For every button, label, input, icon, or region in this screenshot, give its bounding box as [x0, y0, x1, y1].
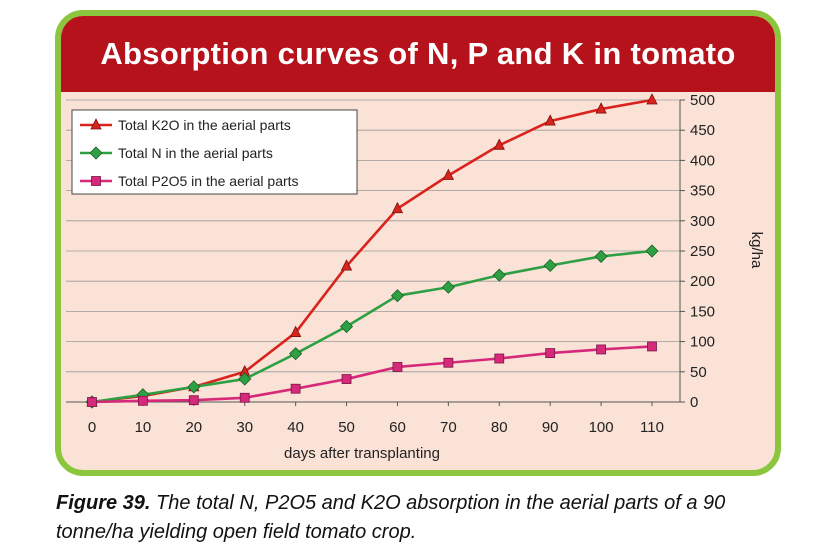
legend: Total K2O in the aerial parts Total N in …	[71, 109, 358, 195]
data-point-s1-x90	[543, 258, 557, 273]
data-point-s2-x10	[138, 395, 148, 406]
data-point-s0-x90	[544, 114, 556, 126]
data-point-s0-x80	[493, 138, 505, 150]
data-point-s0-x50	[340, 259, 353, 271]
y-tick-label-150: 150	[690, 303, 715, 320]
data-point-s2-x0	[87, 397, 97, 407]
x-tick-label-40: 40	[287, 419, 304, 436]
data-point-s2-x110	[647, 341, 657, 352]
data-point-s0-x110	[646, 93, 658, 105]
data-point-s2-x50	[341, 374, 352, 384]
axis-layer: 0 50 100 150 200 250 300 350 400 450 500 0 10 20 30 40 5…	[66, 92, 715, 436]
x-tick-label-60: 60	[389, 419, 406, 436]
data-point-s1-x70	[441, 280, 455, 294]
x-tick-label-50: 50	[338, 419, 355, 436]
data-point-s2-x20	[188, 395, 199, 406]
data-point-s2-x70	[443, 357, 454, 368]
data-point-s0-x40	[289, 325, 302, 337]
data-point-s1-x50	[339, 319, 354, 334]
legend-box	[71, 109, 358, 195]
y-tick-label-0: 0	[690, 394, 698, 411]
data-point-s0-x70	[442, 168, 455, 180]
data-point-s0-x60	[391, 201, 404, 214]
legend-swatch-marker-2	[91, 176, 101, 186]
chart-frame: Absorption curves of N, P and K in tomat…	[55, 10, 781, 476]
legend-entry-2: Total P2O5 in the aerial parts	[118, 173, 299, 189]
series-line-2	[91, 345, 653, 404]
data-point-s1-x60	[390, 289, 405, 303]
y-tick-label-450: 450	[690, 122, 715, 139]
series-layer	[85, 93, 659, 409]
x-tick-label-100: 100	[589, 419, 614, 436]
x-tick-label-70: 70	[440, 419, 457, 436]
legend-entry-1: Total N in the aerial parts	[118, 145, 273, 161]
x-tick-label-0: 0	[88, 419, 96, 436]
x-tick-label-30: 30	[236, 419, 253, 436]
chart-title: Absorption curves of N, P and K in tomat…	[61, 16, 775, 92]
x-tick-label-20: 20	[185, 419, 202, 436]
data-point-s2-x60	[392, 362, 403, 372]
x-tick-label-90: 90	[542, 419, 559, 436]
data-point-s1-x20	[187, 380, 201, 394]
x-tick-label-80: 80	[491, 419, 508, 436]
x-tick-label-10: 10	[135, 419, 152, 436]
legend-swatch-marker-0	[90, 118, 102, 130]
data-point-s1-x100	[594, 249, 608, 264]
data-point-s2-x90	[545, 348, 556, 358]
figure-caption: Figure 39. The total N, P2O5 and K2O abs…	[56, 489, 786, 547]
caption-label: Figure 39.	[56, 492, 151, 514]
y-tick-label-300: 300	[690, 213, 715, 230]
data-point-s1-x40	[289, 347, 303, 361]
y-tick-label-350: 350	[690, 183, 715, 200]
legend-swatch-marker-1	[89, 146, 103, 160]
x-tick-label-110: 110	[640, 419, 664, 436]
caption-text: The total N, P2O5 and K2O absorption in …	[56, 492, 726, 543]
data-point-s0-x100	[595, 102, 607, 114]
data-point-s2-x40	[290, 383, 301, 394]
y-tick-label-500: 500	[690, 92, 715, 109]
data-point-s1-x80	[492, 268, 506, 282]
y-tick-label-250: 250	[690, 243, 715, 260]
legend-entry-0: Total K2O in the aerial parts	[118, 117, 291, 133]
y-tick-label-50: 50	[690, 364, 707, 381]
y-tick-label-100: 100	[690, 334, 715, 351]
data-point-s2-x100	[596, 344, 606, 355]
data-point-s1-x30	[238, 372, 252, 386]
data-point-s2-x30	[239, 392, 250, 403]
x-axis-label: days after transplanting	[284, 445, 440, 462]
series-line-1	[91, 249, 653, 404]
y-axis-label: kg/ha	[748, 232, 765, 269]
data-point-s2-x80	[494, 353, 505, 364]
y-tick-label-400: 400	[690, 152, 715, 169]
data-point-s1-x110	[645, 244, 659, 258]
y-tick-label-200: 200	[690, 273, 715, 290]
